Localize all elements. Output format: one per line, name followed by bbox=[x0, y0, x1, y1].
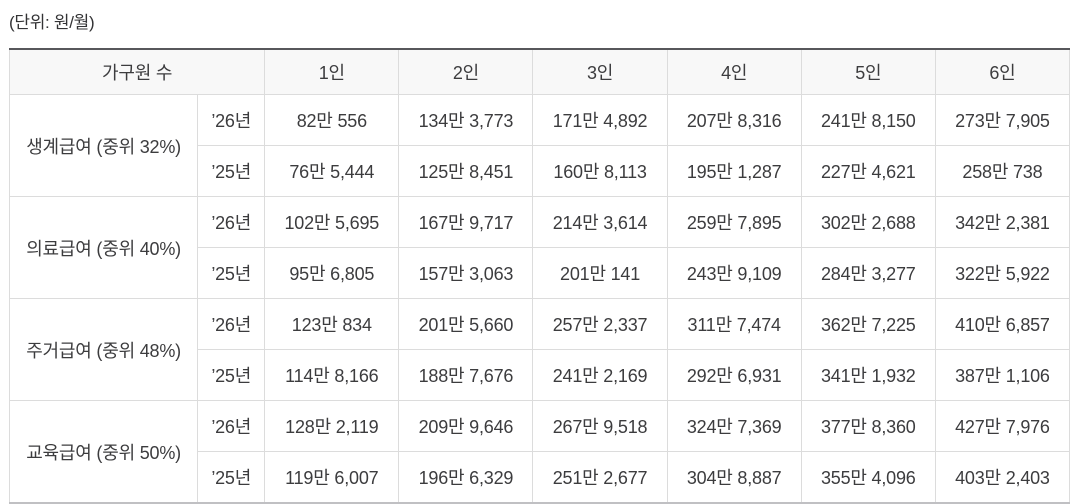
table-row: 주거급여 (중위 48%) ’26년 123만 834 201만 5,660 257만 … bbox=[8, 298, 1071, 401]
value-cell: 355만 4,096 bbox=[800, 451, 936, 504]
value-cell: 188만 7,676 bbox=[398, 349, 534, 401]
value-cell: 214만 3,614 bbox=[532, 196, 668, 248]
year-cell: ’25년 bbox=[197, 247, 266, 299]
header-col-1in: 1인 bbox=[264, 48, 400, 95]
year-cell: ’25년 bbox=[197, 349, 266, 401]
header-col-3in: 3인 bbox=[532, 48, 668, 95]
value-cell: 243만 9,109 bbox=[666, 247, 802, 299]
value-cell: 377만 8,360 bbox=[800, 400, 936, 452]
value-cell: 284만 3,277 bbox=[800, 247, 936, 299]
year-cell: ’26년 bbox=[197, 94, 266, 146]
value-cell: 341만 1,932 bbox=[800, 349, 936, 401]
value-cell: 114만 8,166 bbox=[264, 349, 400, 401]
value-cell: 304만 8,887 bbox=[666, 451, 802, 504]
benefit-table: 가구원 수 1인 2인 3인 4인 5인 6인 생계급여 (중위 32%) ’26… bbox=[8, 48, 1071, 504]
value-cell: 292만 6,931 bbox=[666, 349, 802, 401]
header-col-5in: 5인 bbox=[800, 48, 936, 95]
year-cell: ’25년 bbox=[197, 145, 266, 197]
value-cell: 227만 4,621 bbox=[800, 145, 936, 197]
category-cell: 주거급여 (중위 48%) bbox=[8, 298, 199, 401]
table-row: 생계급여 (중위 32%) ’26년 82만 556 134만 3,773 171만 4… bbox=[8, 94, 1071, 197]
value-cell: 257만 2,337 bbox=[532, 298, 668, 350]
value-cell: 201만 141 bbox=[532, 247, 668, 299]
value-cell: 251만 2,677 bbox=[532, 451, 668, 504]
table-row: ’25년 119만 6,007 196만 6,329 251만 2,677 304만 8… bbox=[10, 451, 1071, 504]
unit-label: (단위: 원/월) bbox=[9, 13, 95, 32]
table-row: ’25년 76만 5,444 125만 8,451 160만 8,113 195만 1,… bbox=[10, 145, 1071, 197]
value-cell: 324만 7,369 bbox=[666, 400, 802, 452]
value-cell: 258만 738 bbox=[934, 145, 1071, 197]
header-col-4in: 4인 bbox=[666, 48, 802, 95]
value-cell: 273만 7,905 bbox=[934, 94, 1071, 146]
value-cell: 201만 5,660 bbox=[398, 298, 534, 350]
value-cell: 82만 556 bbox=[264, 94, 400, 146]
value-cell: 196만 6,329 bbox=[398, 451, 534, 504]
value-cell: 267만 9,518 bbox=[532, 400, 668, 452]
header-col-2in: 2인 bbox=[398, 48, 534, 95]
value-cell: 427만 7,976 bbox=[934, 400, 1071, 452]
value-cell: 102만 5,695 bbox=[264, 196, 400, 248]
value-cell: 128만 2,119 bbox=[264, 400, 400, 452]
value-cell: 322만 5,922 bbox=[934, 247, 1071, 299]
year-cell: ’26년 bbox=[197, 400, 266, 452]
value-cell: 209만 9,646 bbox=[398, 400, 534, 452]
value-cell: 123만 834 bbox=[264, 298, 400, 350]
table-row: ’25년 114만 8,166 188만 7,676 241만 2,169 292만 6… bbox=[10, 349, 1071, 401]
table-body: 생계급여 (중위 32%) ’26년 82만 556 134만 3,773 171만 4… bbox=[8, 94, 1071, 504]
value-cell: 259만 7,895 bbox=[666, 196, 802, 248]
value-cell: 125만 8,451 bbox=[398, 145, 534, 197]
table-row: 의료급여 (중위 40%) ’26년 102만 5,695 167만 9,717 214… bbox=[8, 196, 1071, 299]
header-household-size: 가구원 수 bbox=[8, 48, 266, 95]
value-cell: 76만 5,444 bbox=[264, 145, 400, 197]
header-row: 가구원 수 1인 2인 3인 4인 5인 6인 bbox=[8, 48, 1071, 95]
value-cell: 342만 2,381 bbox=[934, 196, 1071, 248]
value-cell: 387만 1,106 bbox=[934, 349, 1071, 401]
value-cell: 157만 3,063 bbox=[398, 247, 534, 299]
value-cell: 302만 2,688 bbox=[800, 196, 936, 248]
category-cell: 생계급여 (중위 32%) bbox=[8, 94, 199, 197]
value-cell: 410만 6,857 bbox=[934, 298, 1071, 350]
year-cell: ’25년 bbox=[197, 451, 266, 504]
table-row: ’25년 95만 6,805 157만 3,063 201만 141 243만 9,10… bbox=[10, 247, 1071, 299]
value-cell: 241만 2,169 bbox=[532, 349, 668, 401]
header-col-6in: 6인 bbox=[934, 48, 1071, 95]
value-cell: 403만 2,403 bbox=[934, 451, 1071, 504]
category-cell: 교육급여 (중위 50%) bbox=[8, 400, 199, 504]
value-cell: 311만 7,474 bbox=[666, 298, 802, 350]
year-cell: ’26년 bbox=[197, 298, 266, 350]
value-cell: 362만 7,225 bbox=[800, 298, 936, 350]
value-cell: 167만 9,717 bbox=[398, 196, 534, 248]
value-cell: 207만 8,316 bbox=[666, 94, 802, 146]
value-cell: 195만 1,287 bbox=[666, 145, 802, 197]
value-cell: 241만 8,150 bbox=[800, 94, 936, 146]
year-cell: ’26년 bbox=[197, 196, 266, 248]
table-row: 교육급여 (중위 50%) ’26년 128만 2,119 209만 9,646 267… bbox=[8, 400, 1071, 504]
value-cell: 160만 8,113 bbox=[532, 145, 668, 197]
value-cell: 134만 3,773 bbox=[398, 94, 534, 146]
value-cell: 95만 6,805 bbox=[264, 247, 400, 299]
value-cell: 171만 4,892 bbox=[532, 94, 668, 146]
category-cell: 의료급여 (중위 40%) bbox=[8, 196, 199, 299]
value-cell: 119만 6,007 bbox=[264, 451, 400, 504]
